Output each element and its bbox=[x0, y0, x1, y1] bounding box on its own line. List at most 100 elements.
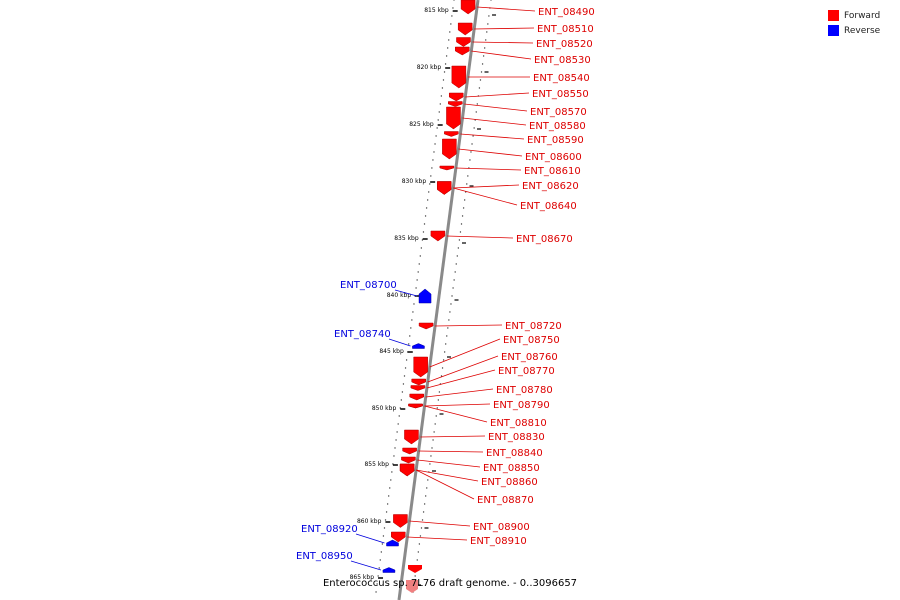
gene-label-ENT_08600[interactable]: ENT_08600 bbox=[525, 152, 582, 163]
right-rail-dot bbox=[420, 527, 423, 529]
gene-label-ENT_08720[interactable]: ENT_08720 bbox=[505, 321, 562, 332]
left-rail-dot bbox=[400, 399, 403, 401]
right-rail-dot bbox=[430, 455, 432, 457]
gene-label-ENT_08910[interactable]: ENT_08910 bbox=[470, 536, 527, 547]
gene-arrow-ENT_08760[interactable] bbox=[411, 378, 426, 386]
gene-label-ENT_08570[interactable]: ENT_08570 bbox=[530, 107, 587, 118]
gene-label-ENT_08640[interactable]: ENT_08640 bbox=[520, 201, 577, 212]
left-rail-dot bbox=[409, 335, 411, 337]
right-rail-dot bbox=[485, 39, 487, 41]
left-rail-dot bbox=[391, 471, 393, 473]
gene-arrow-ENT_08780[interactable] bbox=[409, 393, 424, 401]
right-rail-dot bbox=[459, 231, 462, 233]
gene-label-ENT_08580[interactable]: ENT_08580 bbox=[529, 121, 586, 132]
gene-arrow-ENT_08750[interactable] bbox=[413, 356, 428, 378]
left-rail-dot bbox=[419, 255, 421, 257]
right-rail-dot bbox=[460, 223, 463, 225]
tick-label: 855 kbp bbox=[364, 461, 389, 468]
gene-label-ENT_08550[interactable]: ENT_08550 bbox=[532, 89, 589, 100]
gene-arrow-ENT_08670[interactable] bbox=[430, 230, 446, 242]
gene-arrow-ENT_08770[interactable] bbox=[410, 385, 426, 391]
right-rail-dot bbox=[486, 31, 488, 33]
gene-arrow-ENT_08550[interactable] bbox=[448, 92, 464, 102]
right-rail-dot bbox=[445, 343, 447, 345]
gene-label-ENT_08900[interactable]: ENT_08900 bbox=[473, 522, 530, 533]
right-rail-dot bbox=[424, 495, 427, 497]
gene-label-ENT_08540[interactable]: ENT_08540 bbox=[533, 73, 590, 84]
tick-label: 840 kbp bbox=[387, 292, 412, 299]
gene-label-ENT_08870[interactable]: ENT_08870 bbox=[477, 495, 534, 506]
backbone-line bbox=[397, 0, 480, 600]
gene-arrow-unlabeled[interactable] bbox=[408, 565, 422, 573]
gene-label-ENT_08510[interactable]: ENT_08510 bbox=[537, 24, 594, 35]
left-rail-dot bbox=[449, 31, 451, 33]
gene-arrow-ENT_08600[interactable] bbox=[442, 138, 457, 160]
gene-arrow-ENT_08850[interactable] bbox=[401, 456, 416, 464]
gene-arrow-ENT_08530[interactable] bbox=[455, 46, 470, 56]
left-rail-dot bbox=[387, 495, 390, 497]
left-rail-dot bbox=[452, 7, 454, 9]
left-rail-dot bbox=[441, 87, 444, 89]
gene-label-ENT_08490[interactable]: ENT_08490 bbox=[538, 7, 595, 18]
right-rail-dot bbox=[447, 327, 449, 329]
gene-label-ENT_08840[interactable]: ENT_08840 bbox=[486, 448, 543, 459]
gene-label-ENT_08950[interactable]: ENT_08950 bbox=[296, 551, 353, 562]
gene-label-ENT_08770[interactable]: ENT_08770 bbox=[498, 366, 555, 377]
gene-arrow-ENT_08610[interactable] bbox=[439, 165, 455, 171]
gene-leader-line bbox=[417, 459, 481, 468]
gene-leader-line bbox=[453, 184, 520, 189]
left-rail-dot bbox=[404, 367, 407, 369]
right-rail-dot bbox=[473, 127, 475, 129]
gene-label-ENT_08590[interactable]: ENT_08590 bbox=[527, 135, 584, 146]
gene-arrow-ENT_08870[interactable] bbox=[399, 463, 415, 477]
right-rail-dot bbox=[458, 239, 461, 241]
gene-label-ENT_08850[interactable]: ENT_08850 bbox=[483, 463, 540, 474]
gene-arrow-ENT_08740[interactable] bbox=[412, 343, 425, 349]
gene-leader-line bbox=[420, 435, 486, 438]
gene-label-ENT_08760[interactable]: ENT_08760 bbox=[501, 352, 558, 363]
gene-label-ENT_08530[interactable]: ENT_08530 bbox=[534, 55, 591, 66]
gene-arrow-ENT_08590[interactable] bbox=[444, 131, 459, 137]
left-rail-dot bbox=[442, 79, 445, 81]
gene-arrow-ENT_08720[interactable] bbox=[418, 322, 434, 330]
gene-label-ENT_08670[interactable]: ENT_08670 bbox=[516, 234, 573, 245]
gene-arrow-ENT_08640[interactable] bbox=[436, 181, 452, 195]
gene-arrow-unlabeled[interactable] bbox=[406, 580, 418, 593]
gene-label-ENT_08620[interactable]: ENT_08620 bbox=[522, 181, 579, 192]
gene-arrow-ENT_08910[interactable] bbox=[391, 531, 406, 543]
gene-arrow-ENT_08540[interactable] bbox=[451, 65, 467, 89]
gene-label-ENT_08610[interactable]: ENT_08610 bbox=[524, 166, 581, 177]
gene-arrow-ENT_08810[interactable] bbox=[408, 403, 423, 409]
right-rail-dot bbox=[449, 311, 451, 313]
gene-arrow-ENT_08830[interactable] bbox=[404, 429, 419, 445]
tick-label: 820 kbp bbox=[417, 64, 442, 71]
left-rail-dot bbox=[386, 503, 389, 505]
gene-label-ENT_08780[interactable]: ENT_08780 bbox=[496, 385, 553, 396]
gene-label-ENT_08790[interactable]: ENT_08790 bbox=[493, 400, 550, 411]
gene-label-ENT_08860[interactable]: ENT_08860 bbox=[481, 477, 538, 488]
gene-label-ENT_08810[interactable]: ENT_08810 bbox=[490, 418, 547, 429]
gene-arrow-ENT_08490[interactable] bbox=[460, 0, 476, 15]
gene-arrow-ENT_08700[interactable] bbox=[418, 288, 432, 304]
gene-label-ENT_08740[interactable]: ENT_08740 bbox=[334, 329, 391, 340]
left-rail-dot bbox=[377, 575, 379, 577]
gene-label-ENT_08700[interactable]: ENT_08700 bbox=[340, 280, 397, 291]
forward-swatch-icon bbox=[828, 10, 839, 21]
gene-label-ENT_08830[interactable]: ENT_08830 bbox=[488, 432, 545, 443]
gene-arrow-ENT_08840[interactable] bbox=[402, 447, 417, 455]
gene-arrow-ENT_08510[interactable] bbox=[457, 22, 473, 36]
gene-leader-line bbox=[350, 560, 382, 571]
left-rail-dot bbox=[453, 0, 455, 1]
gene-label-ENT_08920[interactable]: ENT_08920 bbox=[301, 524, 358, 535]
gene-arrow-ENT_08520[interactable] bbox=[456, 37, 471, 47]
gene-arrow-ENT_08580[interactable] bbox=[446, 106, 461, 130]
gene-label-ENT_08750[interactable]: ENT_08750 bbox=[503, 335, 560, 346]
gene-arrow-ENT_08570[interactable] bbox=[448, 101, 463, 107]
tick-label: 850 kbp bbox=[372, 405, 397, 412]
gene-arrow-ENT_08920[interactable] bbox=[386, 539, 399, 547]
gene-arrow-ENT_08900[interactable] bbox=[393, 514, 408, 528]
left-rail-dot bbox=[438, 111, 440, 113]
gene-label-ENT_08520[interactable]: ENT_08520 bbox=[536, 39, 593, 50]
gene-arrow-ENT_08950[interactable] bbox=[382, 567, 396, 573]
left-rail-dot bbox=[389, 487, 391, 489]
